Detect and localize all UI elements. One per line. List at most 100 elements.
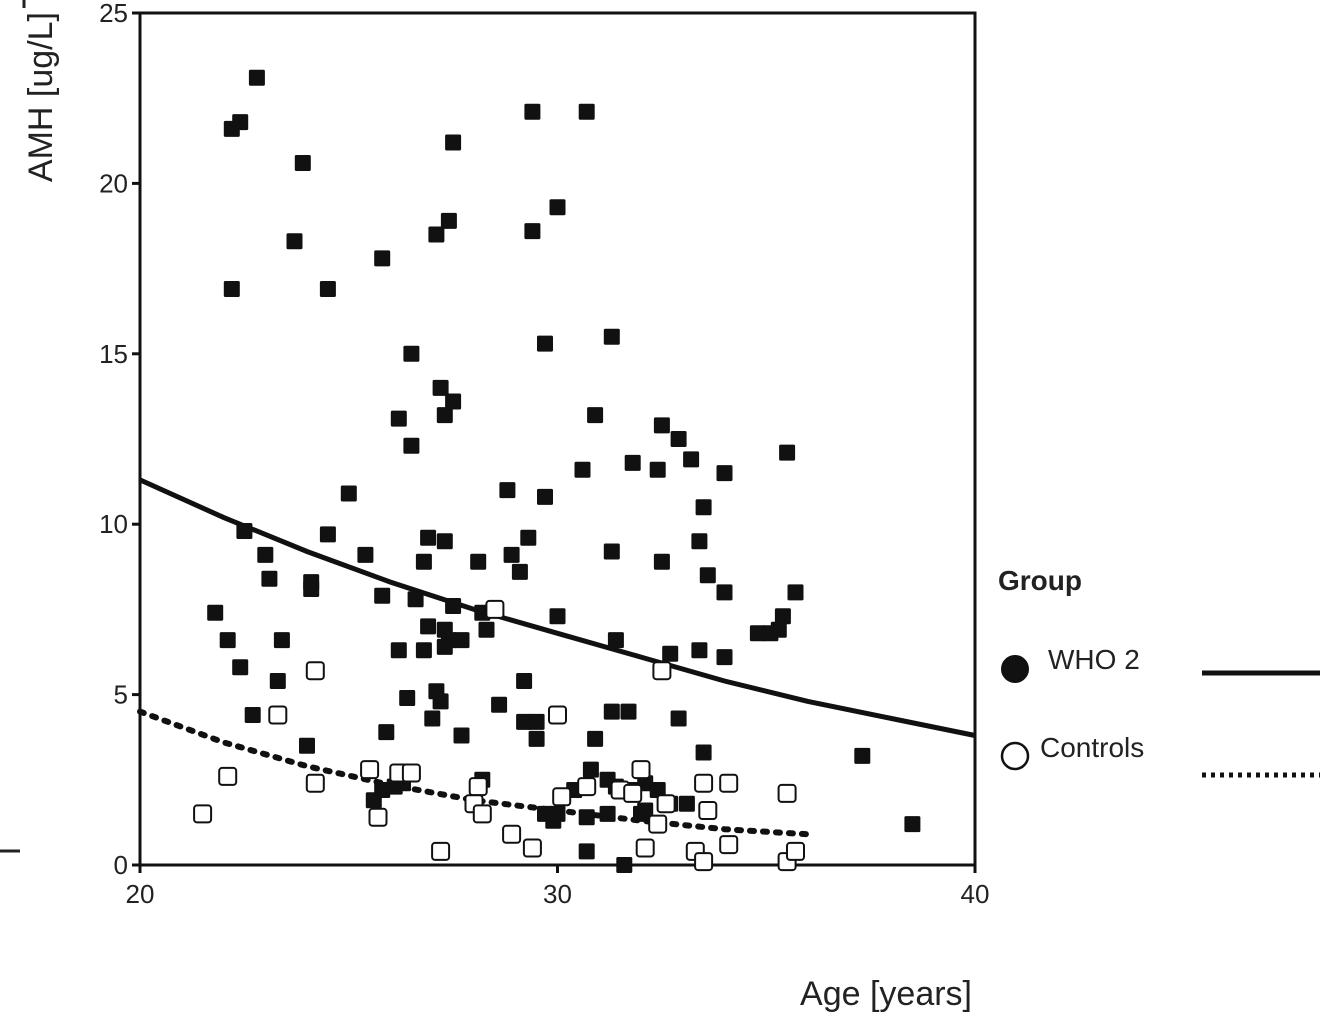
controls-point	[623, 783, 643, 803]
who2-point	[599, 805, 616, 822]
who2-point	[273, 632, 290, 649]
fit-line-controls	[137, 708, 811, 838]
who2-point	[524, 103, 541, 120]
legend-marker-controls	[1000, 741, 1030, 771]
who2-point	[587, 730, 604, 747]
who2-point	[779, 444, 796, 461]
who2-point	[415, 642, 432, 659]
who2-point	[428, 226, 445, 243]
who2-point	[424, 710, 441, 727]
y-tick-label: 0	[114, 850, 128, 880]
who2-point	[678, 795, 695, 812]
who2-point	[620, 703, 637, 720]
who2-point	[269, 673, 286, 689]
controls-point	[786, 841, 805, 861]
who2-point	[691, 533, 708, 550]
x-axis-ticks: 20 30 40	[126, 865, 990, 909]
who2-point	[319, 526, 336, 543]
x-tick-label: 40	[961, 879, 990, 909]
controls-point	[577, 777, 597, 797]
who2-point	[624, 454, 641, 471]
who2-point	[357, 546, 374, 563]
controls-point	[502, 824, 522, 844]
controls-point	[719, 773, 739, 793]
who2-point	[670, 431, 687, 447]
who2-point	[420, 618, 437, 635]
who2-point	[516, 673, 533, 689]
who2-point	[248, 69, 265, 86]
who2-point	[695, 744, 712, 761]
who2-point	[340, 485, 357, 502]
who2-point	[603, 328, 620, 345]
data-points	[193, 69, 921, 873]
who2-point	[537, 335, 553, 352]
controls-point	[656, 794, 676, 814]
who2-point	[415, 553, 432, 570]
legend-label-who2: WHO 2	[1048, 644, 1140, 675]
who2-point	[257, 546, 274, 563]
who2-point	[607, 632, 624, 649]
controls-point	[719, 835, 739, 855]
who2-point	[432, 379, 449, 396]
who2-point	[649, 461, 666, 478]
controls-point	[552, 787, 572, 807]
who2-point	[420, 529, 437, 546]
who2-point	[232, 114, 249, 131]
who2-point	[774, 608, 791, 625]
who2-point	[445, 393, 462, 410]
controls-point	[305, 661, 325, 681]
fit-line-who2	[138, 477, 976, 738]
who2-point	[587, 407, 604, 424]
x-tick-label: 30	[543, 879, 572, 909]
who2-point	[399, 690, 416, 706]
who2-point	[503, 546, 520, 563]
who2-point	[499, 482, 516, 499]
who2-point	[528, 713, 545, 730]
controls-point	[360, 760, 380, 780]
who2-point	[716, 584, 733, 601]
who2-point	[578, 809, 595, 826]
who2-point	[207, 604, 224, 621]
x-tick-label: 20	[126, 879, 155, 909]
y-tick-label: 10	[99, 509, 128, 539]
who2-point	[520, 529, 537, 546]
who2-point	[662, 645, 679, 662]
who2-point	[699, 567, 716, 584]
controls-point	[522, 838, 542, 858]
who2-point	[549, 608, 566, 625]
who2-point	[574, 461, 591, 478]
who2-point	[470, 553, 487, 570]
who2-point	[436, 638, 453, 655]
who2-point	[236, 523, 253, 539]
who2-point	[244, 707, 261, 723]
controls-point	[472, 804, 492, 824]
controls-point	[485, 599, 505, 619]
controls-point	[652, 661, 672, 681]
who2-point	[453, 632, 470, 649]
who2-point	[637, 802, 654, 819]
who2-point	[440, 212, 457, 229]
who2-point	[549, 199, 566, 216]
who2-point	[537, 488, 553, 505]
controls-point	[468, 777, 488, 797]
who2-point	[653, 553, 670, 570]
controls-point	[648, 814, 668, 834]
y-tick-label: 15	[99, 339, 128, 369]
who2-point	[683, 451, 700, 468]
controls-point	[777, 783, 797, 803]
legend: Group WHO 2 Controls	[998, 565, 1320, 778]
who2-point	[545, 812, 562, 829]
who2-point	[365, 792, 382, 809]
controls-point	[305, 773, 325, 793]
who2-point	[436, 533, 453, 550]
y-tick-label: 25	[99, 0, 128, 28]
who2-point	[582, 761, 599, 778]
controls-point	[368, 807, 388, 827]
who2-point	[787, 584, 804, 601]
who2-point	[319, 281, 336, 297]
who2-point	[407, 591, 424, 608]
who2-point	[854, 747, 871, 764]
who2-point	[603, 543, 620, 560]
